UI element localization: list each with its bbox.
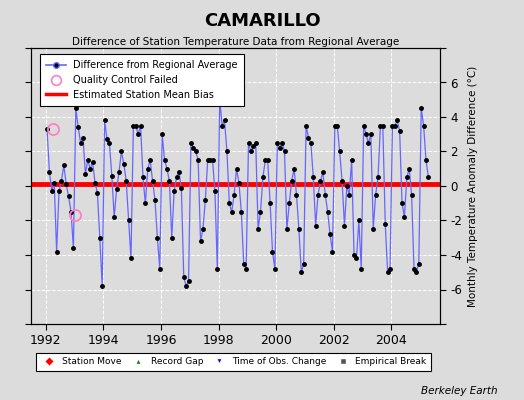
Y-axis label: Monthly Temperature Anomaly Difference (°C): Monthly Temperature Anomaly Difference (…	[468, 65, 478, 307]
Text: CAMARILLO: CAMARILLO	[204, 12, 320, 30]
Legend: Station Move, Record Gap, Time of Obs. Change, Empirical Break: Station Move, Record Gap, Time of Obs. C…	[36, 352, 431, 370]
Text: Berkeley Earth: Berkeley Earth	[421, 386, 498, 396]
Title: Difference of Station Temperature Data from Regional Average: Difference of Station Temperature Data f…	[72, 37, 399, 47]
